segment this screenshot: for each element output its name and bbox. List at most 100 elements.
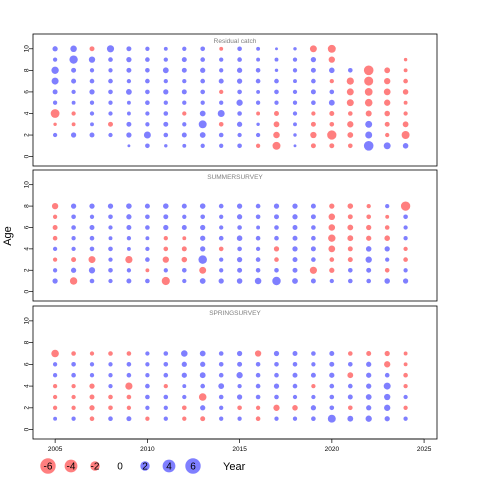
residual-bubble <box>403 225 408 230</box>
residual-bubble <box>218 132 224 138</box>
residual-bubble <box>255 405 261 410</box>
residual-bubble <box>182 111 187 116</box>
residual-bubble <box>218 394 224 400</box>
residual-bubble <box>310 214 316 220</box>
residual-bubble <box>384 121 390 127</box>
residual-bubble <box>365 415 372 422</box>
residual-bubble <box>328 245 336 253</box>
residual-bubble <box>366 405 372 411</box>
residual-bubble <box>89 214 95 219</box>
residual-bubble <box>89 203 95 209</box>
residual-bubble <box>70 45 77 53</box>
residual-bubble <box>292 394 298 400</box>
residual-bubble <box>126 372 132 378</box>
residual-bubble <box>163 89 169 95</box>
panel-title: SPRINGSURVEY <box>209 310 261 317</box>
residual-bubble <box>145 46 150 51</box>
residual-bubble <box>347 361 353 367</box>
residual-bubble <box>236 99 243 106</box>
residual-bubble <box>52 405 58 410</box>
residual-bubble <box>293 144 297 148</box>
residual-bubble <box>255 372 261 378</box>
legend-label: 6 <box>190 462 196 473</box>
residual-bubble <box>199 266 207 274</box>
residual-bubble <box>163 236 168 241</box>
residual-bubble <box>52 214 58 219</box>
residual-bubble <box>126 225 132 230</box>
residual-bubble <box>255 132 261 138</box>
residual-bubble <box>163 46 168 51</box>
residual-bubble <box>52 132 58 138</box>
y-tick-label: 6 <box>23 225 30 229</box>
residual-bubble <box>181 89 187 95</box>
residual-bubble <box>328 99 335 106</box>
residual-bubble <box>70 132 77 138</box>
residual-bubble <box>366 351 372 356</box>
residual-bubble <box>327 130 337 140</box>
residual-bubble <box>143 131 151 139</box>
residual-bubble <box>366 235 372 241</box>
residual-bubble <box>256 46 261 51</box>
residual-bubble <box>145 405 150 410</box>
residual-bubble <box>219 405 224 410</box>
residual-bubble <box>126 416 132 422</box>
residual-bubble <box>126 405 132 410</box>
residual-bubble <box>329 394 335 400</box>
residual-bubble <box>71 257 77 263</box>
residual-bubble <box>161 276 170 286</box>
residual-bubble <box>311 100 316 106</box>
residual-bubble <box>274 394 279 400</box>
residual-bubble <box>126 56 132 63</box>
residual-bubble <box>384 372 390 378</box>
residual-bubble <box>310 131 317 139</box>
residual-bubble <box>145 362 150 367</box>
residual-bubble <box>88 256 96 264</box>
residual-bubble <box>274 68 279 73</box>
residual-bubble <box>383 88 391 96</box>
residual-bubble <box>329 121 335 127</box>
residual-bubble <box>236 278 243 284</box>
y-tick-label: 6 <box>23 362 30 366</box>
residual-bubble <box>384 110 390 117</box>
residual-bubble <box>89 416 95 422</box>
residual-bubble <box>182 122 187 127</box>
residual-bubble <box>108 246 113 252</box>
residual-bubble <box>145 236 150 241</box>
residual-bubble <box>89 111 95 116</box>
residual-bubble <box>274 257 279 262</box>
residual-bubble <box>108 257 113 262</box>
residual-bubble <box>182 416 187 421</box>
residual-bubble <box>347 405 353 411</box>
residual-bubble <box>365 394 372 400</box>
residual-bubble <box>347 67 353 73</box>
residual-bubble <box>254 277 262 285</box>
residual-bubble <box>292 111 298 116</box>
residual-bubble <box>71 225 76 230</box>
residual-bubble <box>89 100 95 105</box>
residual-bubble <box>182 143 187 148</box>
residual-bubble <box>403 100 408 105</box>
residual-bubble <box>255 235 261 241</box>
x-tick-label: 2020 <box>325 446 340 453</box>
residual-bubble <box>108 278 113 284</box>
panel-title: SUMMERSURVEY <box>207 174 263 181</box>
residual-bubble <box>108 225 113 230</box>
residual-bubble <box>274 89 279 95</box>
residual-bubble <box>52 89 58 95</box>
residual-bubble <box>181 225 187 230</box>
residual-bubble <box>52 268 58 273</box>
residual-bubble <box>292 57 298 62</box>
residual-bubble <box>384 278 390 284</box>
residual-bubble <box>311 111 316 116</box>
legend-item: 4 <box>162 459 176 473</box>
residual-bubble <box>311 78 316 84</box>
residual-bubble <box>237 416 242 421</box>
residual-bubble <box>236 235 243 241</box>
residual-bubble <box>126 100 131 105</box>
residual-bubble <box>182 394 187 400</box>
residual-bubble <box>200 361 206 367</box>
residual-bubble <box>255 78 261 84</box>
residual-bubble <box>236 67 243 73</box>
residual-bubble <box>310 405 317 411</box>
residual-bubble <box>347 257 353 263</box>
